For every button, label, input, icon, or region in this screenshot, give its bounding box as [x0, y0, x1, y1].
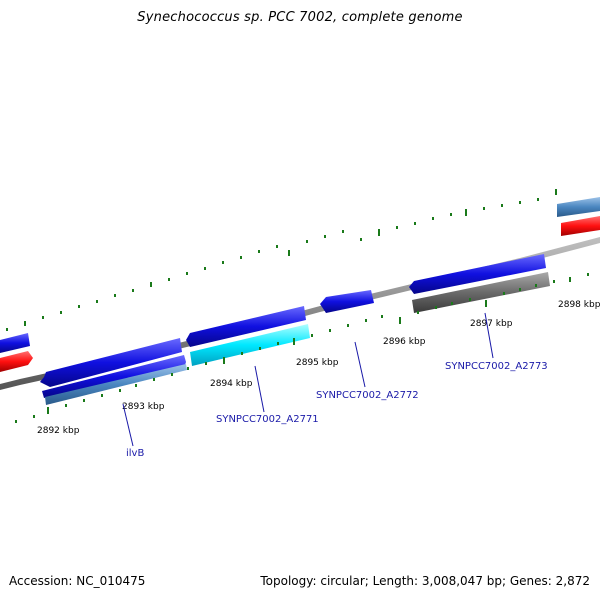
gray-feature-2773[interactable] — [412, 272, 550, 313]
map-title: Synechococcus sp. PCC 7002, complete gen… — [137, 10, 463, 25]
gene-block-2772[interactable] — [320, 290, 374, 313]
accession-text: Accession: NC_010475 — [9, 574, 146, 588]
scale-label: 2897 kbp — [470, 319, 513, 329]
scale-label: 2894 kbp — [210, 379, 253, 389]
scale-label: 2896 kbp — [383, 337, 426, 347]
cds-feature-left[interactable] — [0, 333, 30, 353]
ilvb-steelblue-feature[interactable] — [45, 364, 187, 405]
gene-label-2772[interactable]: SYNPCC7002_A2772 — [316, 390, 419, 401]
scale-label: 2892 kbp — [37, 426, 80, 436]
leader-line-2771 — [254, 365, 265, 413]
gene-block-2771[interactable] — [186, 306, 306, 347]
scale-label: 2895 kbp — [296, 358, 339, 368]
rna-feature-right[interactable] — [561, 216, 600, 236]
ilvb-gene-block[interactable] — [40, 338, 182, 387]
gene-label-2773[interactable]: SYNPCC7002_A2773 — [445, 361, 548, 372]
gene-label-ilvb[interactable]: ilvB — [126, 448, 144, 459]
steelblue-feature-right[interactable] — [557, 197, 600, 217]
scale-label: 2898 kbp — [558, 300, 600, 310]
genome-summary-text: Topology: circular; Length: 3,008,047 bp… — [260, 574, 590, 588]
ilvb-cds[interactable] — [42, 355, 186, 398]
gene-label-leaders — [122, 312, 494, 447]
rna-feature-left[interactable] — [0, 351, 33, 372]
cyan-feature-2771[interactable] — [190, 324, 310, 366]
leader-line-ilvb — [122, 403, 134, 447]
scale-label: 2893 kbp — [122, 402, 165, 412]
leader-line-2773 — [484, 312, 494, 359]
outer-tick-row — [6, 189, 557, 331]
inner-tick-row — [15, 273, 589, 423]
leader-line-2772 — [354, 341, 366, 388]
gene-label-2771[interactable]: SYNPCC7002_A2771 — [216, 414, 319, 425]
gene-block-2773[interactable] — [409, 254, 546, 294]
